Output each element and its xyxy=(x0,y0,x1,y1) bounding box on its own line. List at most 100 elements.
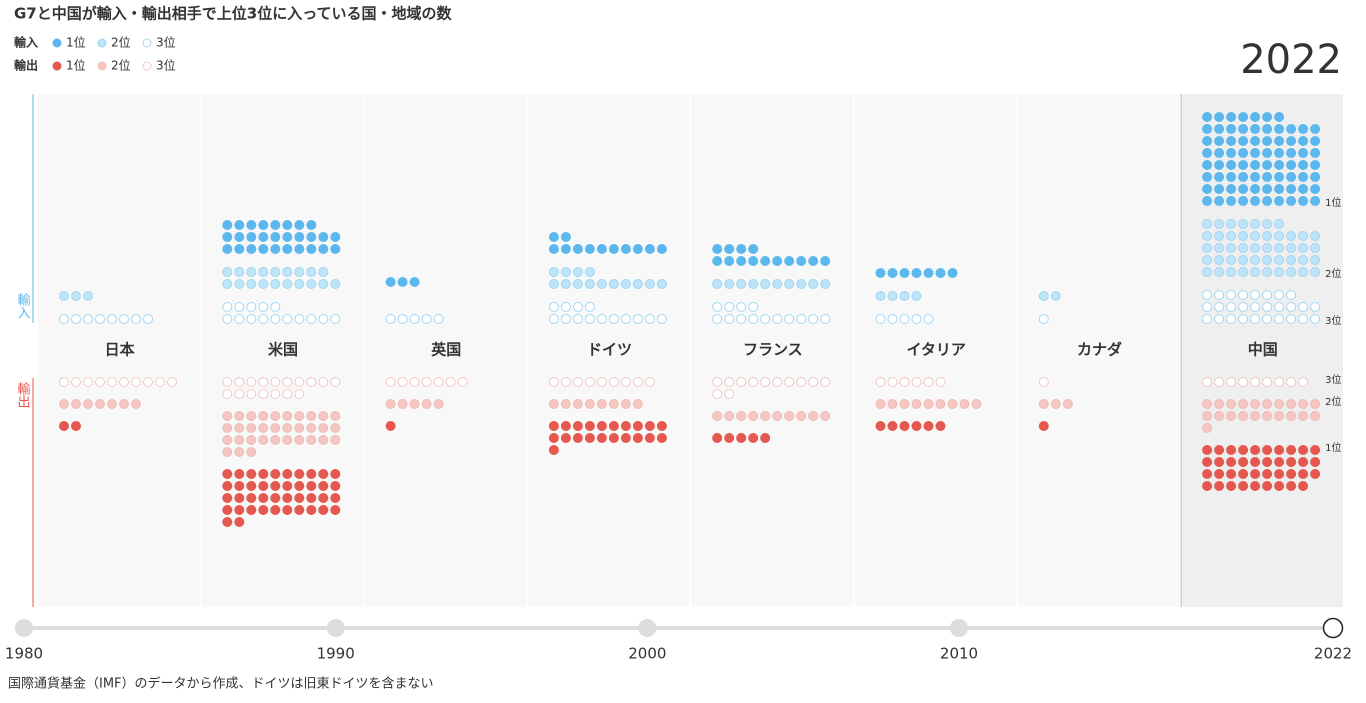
import-dot xyxy=(1286,148,1297,158)
import-dot xyxy=(270,302,281,312)
country-name: 中国 xyxy=(1248,341,1278,359)
import-dot xyxy=(1274,243,1285,253)
import-dot xyxy=(1262,302,1273,312)
export-dot xyxy=(222,447,233,457)
timeline-tick[interactable] xyxy=(638,619,657,637)
export-dot xyxy=(1214,469,1225,479)
export-dot xyxy=(71,377,81,387)
export-dot xyxy=(736,411,747,421)
country-panel xyxy=(527,94,690,607)
export-dot xyxy=(1298,457,1309,467)
import-dot xyxy=(1250,196,1261,206)
import-dot xyxy=(270,267,281,277)
export-dot xyxy=(234,505,245,515)
import-dot xyxy=(1214,231,1225,241)
export-dot xyxy=(1298,399,1309,409)
timeline-tick[interactable] xyxy=(15,619,33,637)
export-dot xyxy=(1298,481,1309,491)
import-dot xyxy=(887,291,898,301)
import-dot xyxy=(1250,231,1261,241)
import-dot xyxy=(1310,160,1321,170)
import-dot xyxy=(1298,267,1309,277)
import-dot xyxy=(748,256,759,266)
import-dot xyxy=(724,314,735,324)
import-dot xyxy=(258,267,269,277)
export-dot xyxy=(330,481,341,491)
export-dot xyxy=(282,435,293,445)
import-dot xyxy=(620,279,631,289)
export-dot xyxy=(560,399,571,409)
export-dot xyxy=(222,517,233,527)
export-dot xyxy=(572,377,583,387)
rank-label: 1位 xyxy=(1325,441,1341,454)
import-dot xyxy=(1214,290,1225,300)
import-dot xyxy=(1226,314,1237,324)
export-dot xyxy=(306,435,317,445)
export-dot xyxy=(796,377,807,387)
import-dot xyxy=(1262,112,1273,122)
import-dot xyxy=(282,314,293,324)
export-dot xyxy=(385,399,396,409)
legend-export: 輸出 xyxy=(14,58,38,73)
import-dot xyxy=(644,279,655,289)
import-dot xyxy=(748,302,759,312)
import-dot xyxy=(724,279,735,289)
timeline-tick[interactable] xyxy=(950,619,968,637)
import-dot xyxy=(1214,302,1225,312)
export-dot xyxy=(1226,457,1237,467)
import-dot xyxy=(1238,219,1249,229)
export-dot xyxy=(1310,411,1321,421)
import-dot xyxy=(246,302,257,312)
import-dot xyxy=(548,232,559,242)
import-dot xyxy=(1298,136,1309,146)
import-dot xyxy=(923,314,934,324)
export-dot xyxy=(1250,445,1261,455)
import-dot xyxy=(1226,148,1237,158)
import-dot xyxy=(1238,172,1249,182)
import-dot xyxy=(620,244,631,254)
export-dot xyxy=(1286,377,1297,387)
legend-dot xyxy=(142,61,152,71)
export-dot xyxy=(548,433,559,443)
import-dot xyxy=(1202,255,1213,265)
export-dot xyxy=(330,493,341,503)
export-dot xyxy=(899,377,910,387)
export-dot xyxy=(1262,457,1273,467)
import-dot xyxy=(935,268,946,278)
export-dot xyxy=(808,411,819,421)
import-dot xyxy=(1310,314,1321,324)
export-dot xyxy=(234,493,245,503)
export-dot xyxy=(258,505,269,515)
import-dot xyxy=(1238,290,1249,300)
timeline-tick[interactable] xyxy=(1322,617,1344,639)
export-dot xyxy=(772,411,783,421)
export-dot xyxy=(911,399,922,409)
import-dot xyxy=(784,256,795,266)
export-dot xyxy=(772,377,783,387)
import-dot xyxy=(1226,290,1237,300)
export-dot xyxy=(294,505,305,515)
import-dot xyxy=(234,220,245,230)
export-dot xyxy=(712,389,723,399)
timeline-tick[interactable] xyxy=(326,619,345,637)
export-dot xyxy=(270,493,281,503)
import-dot xyxy=(1262,231,1273,241)
import-dot xyxy=(760,279,771,289)
export-dot xyxy=(1298,445,1309,455)
import-dot xyxy=(608,279,619,289)
export-dot xyxy=(760,433,771,443)
export-dot xyxy=(234,389,245,399)
import-dot xyxy=(258,220,269,230)
export-dot xyxy=(608,377,619,387)
import-dot xyxy=(222,244,233,254)
import-dot xyxy=(1310,255,1321,265)
import-dot xyxy=(409,277,420,287)
import-dot xyxy=(596,279,607,289)
import-dot xyxy=(1286,302,1297,312)
import-dot xyxy=(1274,196,1285,206)
export-dot xyxy=(270,505,281,515)
import-dot xyxy=(1202,136,1213,146)
import-dot xyxy=(119,314,129,324)
import-dot xyxy=(748,314,759,324)
